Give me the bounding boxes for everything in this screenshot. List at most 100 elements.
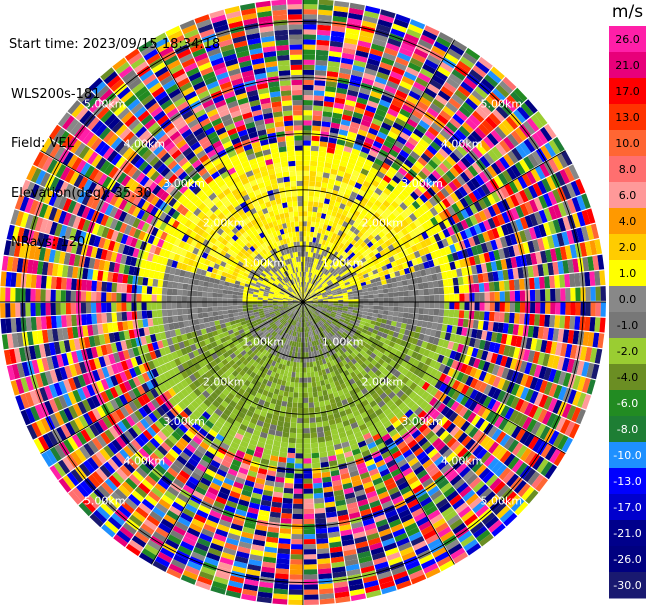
range-gate-cell <box>322 203 329 210</box>
range-gate-cell <box>337 309 343 313</box>
range-gate-cell <box>328 366 334 373</box>
range-gate-cell <box>414 174 424 184</box>
range-gate-cell <box>341 534 354 542</box>
range-gate-cell <box>307 267 311 273</box>
range-gate-cell <box>272 366 278 373</box>
range-gate-cell <box>439 560 455 572</box>
range-gate-cell <box>239 494 251 502</box>
range-gate-cell <box>266 470 277 477</box>
range-gate-cell <box>342 308 348 312</box>
range-gate-cell <box>259 581 274 589</box>
range-gate-cell <box>323 275 328 281</box>
range-gate-cell <box>499 156 510 170</box>
range-gate-cell <box>322 481 333 488</box>
range-gate-cell <box>386 424 395 433</box>
range-gate-cell <box>306 226 311 232</box>
range-gate-cell <box>173 459 185 470</box>
range-gate-cell <box>285 316 290 321</box>
range-gate-cell <box>514 290 521 302</box>
range-gate-cell <box>344 450 353 458</box>
range-gate-cell <box>396 238 404 247</box>
range-gate-cell <box>386 334 393 341</box>
range-gate-cell <box>441 198 451 208</box>
range-gate-cell <box>72 487 86 502</box>
range-gate-cell <box>449 261 456 270</box>
range-gate-cell <box>276 314 282 319</box>
range-gate-cell <box>290 308 296 312</box>
range-gate-cell <box>334 494 345 502</box>
range-gate-cell <box>384 324 391 330</box>
range-gate-cell <box>408 457 419 467</box>
range-gate-cell <box>381 219 389 228</box>
range-gate-cell <box>119 464 132 477</box>
range-gate-cell <box>229 381 237 389</box>
range-gate-cell <box>313 196 320 203</box>
range-gate-cell <box>346 311 353 315</box>
range-gate-cell <box>341 477 352 485</box>
range-gate-cell <box>405 324 412 331</box>
range-gate-cell <box>307 298 313 301</box>
range-gate-cell <box>523 468 536 483</box>
range-gate-cell <box>371 392 380 400</box>
range-gate-cell <box>219 486 231 496</box>
range-gate-cell <box>415 326 422 333</box>
range-gate-cell <box>253 451 263 459</box>
range-gate-cell <box>222 547 237 556</box>
range-gate-cell <box>314 317 319 323</box>
range-gate-cell <box>329 398 336 405</box>
range-gate-cell <box>409 57 424 68</box>
range-gate-cell <box>417 379 426 388</box>
range-gate-cell <box>227 392 235 401</box>
range-gate-cell <box>134 486 148 499</box>
range-gate-cell <box>385 364 393 372</box>
range-gate-cell <box>135 421 146 433</box>
range-gate-cell <box>275 568 289 575</box>
range-gate-cell <box>354 257 360 264</box>
range-gate-cell <box>497 322 504 333</box>
range-gate-cell <box>276 558 290 565</box>
range-gate-cell <box>550 302 556 315</box>
range-gate-cell <box>334 443 343 451</box>
range-gate-cell <box>123 461 136 474</box>
range-gate-cell <box>590 223 600 239</box>
range-gate-cell <box>540 289 546 302</box>
range-gate-cell <box>410 536 425 547</box>
range-gate-cell <box>289 432 297 439</box>
range-gate-cell <box>211 424 221 434</box>
range-gate-cell <box>501 211 511 224</box>
range-gate-cell <box>363 244 370 251</box>
range-gate-cell <box>499 139 511 153</box>
range-gate-cell <box>48 398 59 413</box>
range-gate-cell <box>398 307 404 313</box>
range-gate-cell <box>411 178 421 188</box>
range-gate-cell <box>279 533 291 539</box>
range-gate-cell <box>353 332 360 338</box>
range-gate-cell <box>281 513 292 519</box>
range-gate-cell <box>313 318 317 324</box>
range-gate-cell <box>323 315 329 320</box>
range-gate-cell <box>275 345 281 352</box>
range-gate-cell <box>172 385 181 394</box>
range-gate-cell <box>468 426 479 438</box>
range-gate-cell <box>584 271 591 287</box>
range-gate-cell <box>456 482 469 494</box>
range-gate-cell <box>353 531 366 539</box>
range-gate-cell <box>315 376 320 382</box>
range-gate-cell <box>433 308 440 316</box>
range-gate-cell <box>351 521 364 529</box>
range-gate-cell <box>155 527 170 539</box>
range-gate-cell <box>207 486 219 496</box>
range-gate-cell <box>472 319 479 329</box>
range-gate-cell <box>303 302 308 304</box>
range-gate-cell <box>308 351 312 358</box>
range-gate-cell <box>308 310 312 315</box>
range-gate-cell <box>444 408 455 420</box>
range-gate-cell <box>429 207 439 217</box>
range-gate-cell <box>347 291 353 295</box>
range-gate-cell <box>594 270 601 286</box>
range-gate-cell <box>404 233 413 241</box>
range-gate-cell <box>185 430 195 440</box>
range-gate-cell <box>374 561 389 570</box>
range-gate-cell <box>128 494 141 507</box>
range-gate-cell <box>367 356 374 363</box>
